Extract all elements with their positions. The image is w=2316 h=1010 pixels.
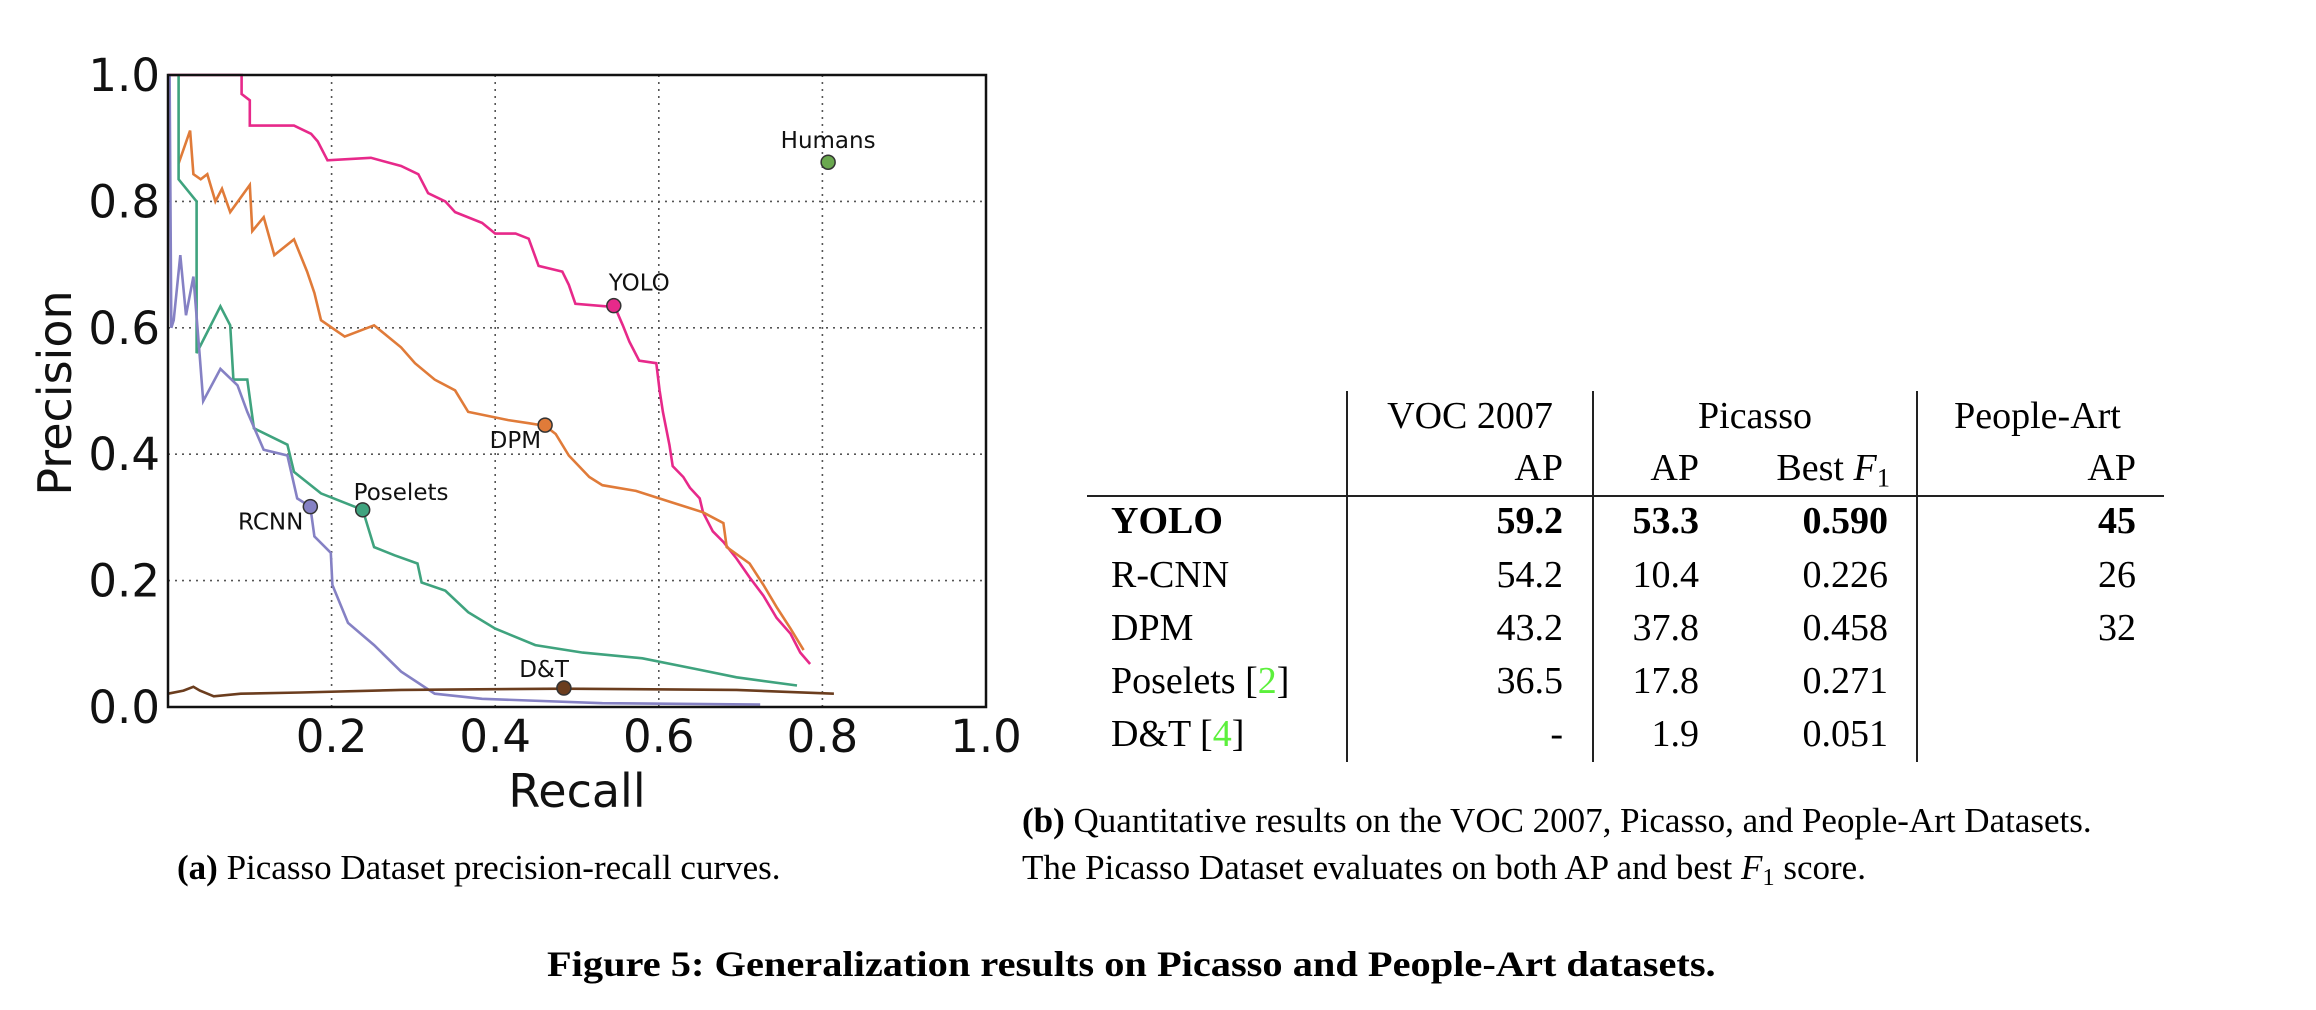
subheader-picasso-ap: AP bbox=[1650, 447, 1699, 489]
citation-link[interactable]: 4 bbox=[1212, 713, 1232, 755]
subheader-voc-ap: AP bbox=[1514, 447, 1563, 489]
marker-humans bbox=[820, 154, 836, 170]
cell-voc-ap: - bbox=[1550, 713, 1563, 755]
figure-number: Figure 5: bbox=[547, 944, 705, 984]
figure-title-text: Generalization results on Picasso and Pe… bbox=[714, 944, 1716, 984]
cell-picasso-f1: 0.271 bbox=[1802, 660, 1889, 702]
x-tick-label: 0.4 bbox=[459, 710, 531, 763]
caption-b-text-1: Quantitative results on the VOC 2007, Pi… bbox=[1073, 801, 2092, 840]
label-dpm: DPM bbox=[490, 428, 541, 454]
cell-picasso-ap: 17.8 bbox=[1632, 660, 1700, 702]
bracket-close: ] bbox=[1276, 660, 1290, 702]
row-name: YOLO bbox=[1111, 502, 1223, 540]
caption-a: (a) Picasso Dataset precision-recall cur… bbox=[177, 850, 781, 885]
cell-voc-ap: 43.2 bbox=[1496, 607, 1564, 649]
row-name: Poselets [2] bbox=[1111, 662, 1289, 700]
row-name: D&T [4] bbox=[1111, 715, 1244, 753]
cell-voc-ap: 36.5 bbox=[1496, 660, 1564, 702]
label-poselets: Poselets bbox=[354, 480, 449, 506]
cell-voc-ap: 54.2 bbox=[1496, 554, 1564, 596]
caption-b-text-2: The Picasso Dataset evaluates on both AP… bbox=[1022, 848, 1741, 887]
row-name: R-CNN bbox=[1111, 556, 1229, 594]
curve-yolo bbox=[168, 73, 812, 665]
y-tick-label: 0.8 bbox=[88, 175, 160, 228]
point-markers: YOLO DPM Poselets RCNN D&T Humans bbox=[238, 128, 876, 696]
label-yolo: YOLO bbox=[608, 271, 670, 297]
bracket-open: [ bbox=[1235, 660, 1258, 702]
label-d-t: D&T bbox=[519, 657, 570, 683]
x-tick-label: 0.8 bbox=[787, 710, 859, 763]
cell-peopleart-ap: 45 bbox=[2098, 500, 2136, 542]
cell-voc-ap: 59.2 bbox=[1496, 500, 1564, 542]
cell-peopleart-ap: 32 bbox=[2098, 607, 2136, 649]
curves bbox=[167, 73, 834, 706]
y-tick-label: 0.4 bbox=[88, 428, 160, 481]
method-name: Poselets bbox=[1111, 660, 1236, 702]
method-name: R-CNN bbox=[1111, 554, 1230, 596]
caption-b-f-subscript: 1 bbox=[1762, 864, 1775, 892]
bracket-close: ] bbox=[1231, 713, 1245, 755]
cell-picasso-f1: 0.051 bbox=[1802, 713, 1889, 755]
table-divider-3 bbox=[1916, 391, 1918, 762]
citation-link[interactable]: 2 bbox=[1257, 660, 1277, 702]
header-people-art: People-Art bbox=[1954, 395, 2121, 437]
cell-picasso-f1: 0.458 bbox=[1802, 607, 1889, 649]
header-voc2007: VOC 2007 bbox=[1387, 395, 1553, 437]
plot-frame bbox=[166, 73, 988, 709]
grid-lines bbox=[168, 75, 986, 707]
table-header-rule bbox=[1087, 495, 2164, 497]
cell-picasso-ap: 53.3 bbox=[1632, 500, 1700, 542]
table-divider-1 bbox=[1346, 391, 1348, 762]
label-humans: Humans bbox=[781, 128, 876, 154]
marker-yolo bbox=[606, 297, 622, 314]
cell-picasso-f1: 0.226 bbox=[1802, 554, 1889, 596]
cell-picasso-ap: 10.4 bbox=[1632, 554, 1700, 596]
y-tick-label: 0.6 bbox=[88, 302, 160, 355]
curve-dpm bbox=[177, 130, 805, 651]
cell-peopleart-ap: 26 bbox=[2098, 554, 2136, 596]
marker-dpm bbox=[537, 417, 553, 433]
tick-labels: 0.2 0.4 0.6 0.8 1.0 0.0 0.2 0.4 0.6 0.8 1.0 bbox=[88, 49, 1021, 763]
caption-b-tag: (b) bbox=[1022, 801, 1065, 840]
row-name: DPM bbox=[1111, 609, 1193, 647]
caption-b-line2: The Picasso Dataset evaluates on both AP… bbox=[1022, 848, 1866, 890]
y-axis-label: Precision bbox=[28, 290, 82, 495]
bracket-open: [ bbox=[1190, 713, 1213, 755]
y-tick-label: 0.0 bbox=[88, 681, 160, 734]
header-picasso: Picasso bbox=[1698, 395, 1812, 437]
marker-poselets bbox=[354, 502, 371, 518]
y-tick-label: 0.2 bbox=[88, 555, 160, 608]
caption-a-text: Picasso Dataset precision-recall curves. bbox=[226, 848, 781, 887]
x-axis-label: Recall bbox=[508, 764, 645, 818]
caption-b-f-symbol: F bbox=[1740, 848, 1763, 887]
caption-b-line1: (b) Quantitative results on the VOC 2007… bbox=[1022, 803, 2092, 838]
marker-d-t bbox=[556, 680, 572, 696]
subheader-f-subscript: 1 bbox=[1876, 462, 1890, 493]
x-tick-label: 0.2 bbox=[296, 710, 368, 763]
method-name: DPM bbox=[1111, 607, 1194, 649]
cell-picasso-f1: 0.590 bbox=[1802, 500, 1889, 542]
method-name: YOLO bbox=[1111, 500, 1223, 542]
curve-d-t bbox=[167, 685, 834, 698]
curve-poselets bbox=[177, 75, 798, 687]
subheader-people-art-ap: AP bbox=[2087, 447, 2136, 489]
x-tick-label: 0.6 bbox=[623, 710, 695, 763]
caption-a-tag: (a) bbox=[177, 848, 218, 887]
y-tick-label: 1.0 bbox=[88, 49, 160, 102]
caption-b-text-3: score. bbox=[1774, 848, 1866, 887]
subheader-picasso-f1: Best F1 bbox=[1720, 447, 1890, 491]
x-tick-label: 1.0 bbox=[950, 710, 1022, 763]
cell-picasso-ap: 37.8 bbox=[1632, 607, 1700, 649]
subheader-f-symbol: F bbox=[1853, 447, 1877, 489]
table-divider-2 bbox=[1592, 391, 1594, 762]
method-name: D&T bbox=[1111, 713, 1191, 755]
curve-rcnn bbox=[168, 74, 761, 706]
subheader-best-text: Best bbox=[1776, 447, 1854, 489]
label-rcnn: RCNN bbox=[238, 510, 303, 536]
cell-picasso-ap: 1.9 bbox=[1651, 713, 1700, 755]
figure-title: Figure 5: Generalization results on Pica… bbox=[547, 946, 1716, 982]
marker-rcnn bbox=[302, 498, 319, 515]
